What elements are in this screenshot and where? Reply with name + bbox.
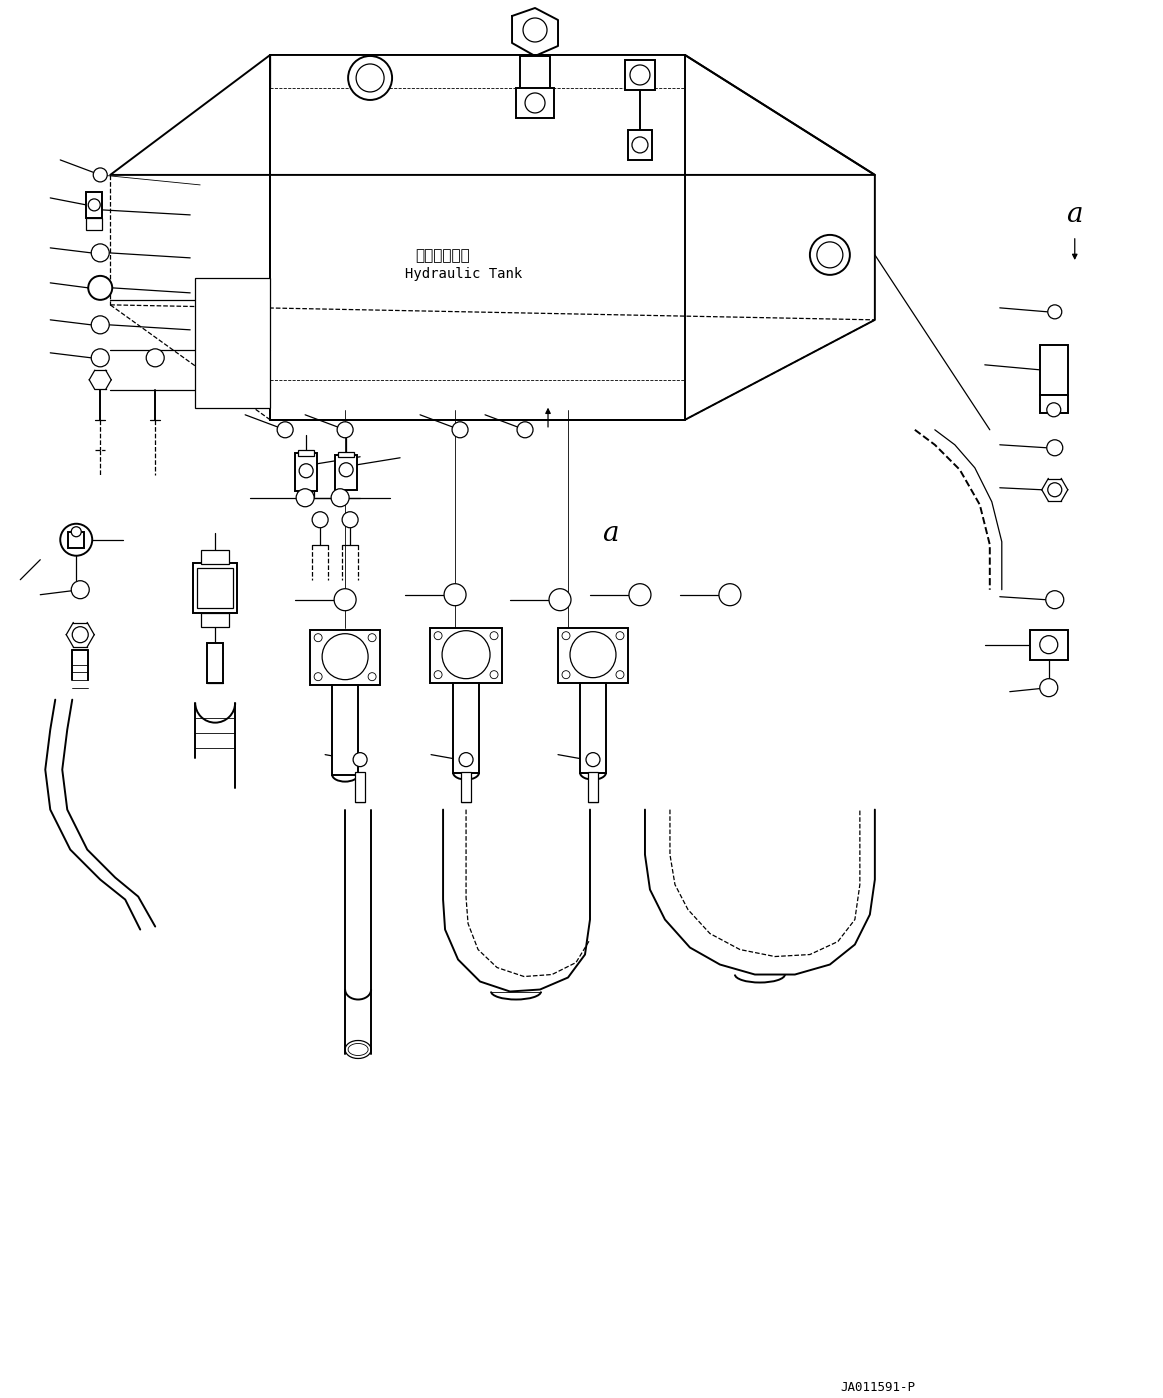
Circle shape [629,584,651,605]
Bar [198,568,233,608]
Bar [193,563,237,612]
Bar [430,628,502,682]
Circle shape [1048,305,1062,319]
Circle shape [570,632,616,678]
Circle shape [337,422,354,438]
Circle shape [562,632,570,640]
Circle shape [434,671,442,678]
Circle shape [809,235,850,275]
Circle shape [312,512,328,527]
Bar [295,453,317,491]
Bar [201,549,229,563]
Circle shape [331,489,349,506]
Bar [580,682,606,773]
Circle shape [314,633,322,642]
Circle shape [72,626,88,643]
Circle shape [816,242,843,268]
Text: 作動油タンク: 作動油タンク [415,247,470,263]
Circle shape [616,671,625,678]
Circle shape [334,589,356,611]
Text: a: a [1066,201,1083,228]
Bar [195,278,270,408]
Circle shape [1040,678,1058,696]
Circle shape [1047,440,1063,456]
Circle shape [348,56,392,99]
Circle shape [71,527,81,537]
Bar [628,130,652,159]
Circle shape [1048,482,1062,496]
Circle shape [277,422,293,438]
Bar [588,772,598,801]
Circle shape [369,633,376,642]
Bar [1029,629,1068,660]
Circle shape [342,512,358,527]
Circle shape [299,464,313,478]
Circle shape [340,463,354,477]
Circle shape [490,632,498,640]
Circle shape [60,524,92,556]
Circle shape [719,584,741,605]
Circle shape [459,752,473,766]
Circle shape [71,580,90,598]
Circle shape [356,64,384,92]
Circle shape [1040,636,1058,654]
Circle shape [616,632,625,640]
Circle shape [297,489,314,506]
Bar [86,218,102,229]
Text: Hydraulic Tank: Hydraulic Tank [405,267,522,281]
Bar [69,531,84,548]
Circle shape [369,672,376,681]
Circle shape [442,630,490,678]
Circle shape [452,422,468,438]
Text: JA011591-P: JA011591-P [840,1381,915,1394]
Circle shape [88,199,100,211]
Bar [355,772,365,801]
Bar [1040,394,1068,412]
Bar [298,450,314,456]
Circle shape [586,752,600,766]
Bar [1040,345,1068,394]
Circle shape [630,64,650,85]
Circle shape [354,752,368,766]
Bar [86,192,102,218]
Circle shape [1047,403,1061,417]
Circle shape [91,243,109,261]
Circle shape [562,671,570,678]
Bar [333,685,358,774]
Circle shape [523,18,547,42]
Bar [558,628,628,682]
Circle shape [322,633,369,679]
Bar [461,772,471,801]
Circle shape [91,350,109,366]
Circle shape [525,92,545,113]
Bar [338,452,354,457]
Bar [454,682,479,773]
Bar [298,491,314,496]
Bar [335,454,357,489]
Circle shape [434,632,442,640]
Circle shape [444,584,466,605]
Text: a: a [601,520,619,547]
Bar [520,56,550,91]
Circle shape [549,589,571,611]
Bar [516,88,554,117]
Circle shape [1046,591,1064,608]
Bar [201,612,229,626]
Circle shape [88,275,112,299]
Circle shape [147,350,164,366]
Circle shape [632,137,648,152]
Bar [207,643,223,682]
Bar [311,629,380,685]
Circle shape [518,422,533,438]
Circle shape [93,168,107,182]
Circle shape [314,672,322,681]
Bar [625,60,655,89]
Circle shape [91,316,109,334]
Circle shape [490,671,498,678]
